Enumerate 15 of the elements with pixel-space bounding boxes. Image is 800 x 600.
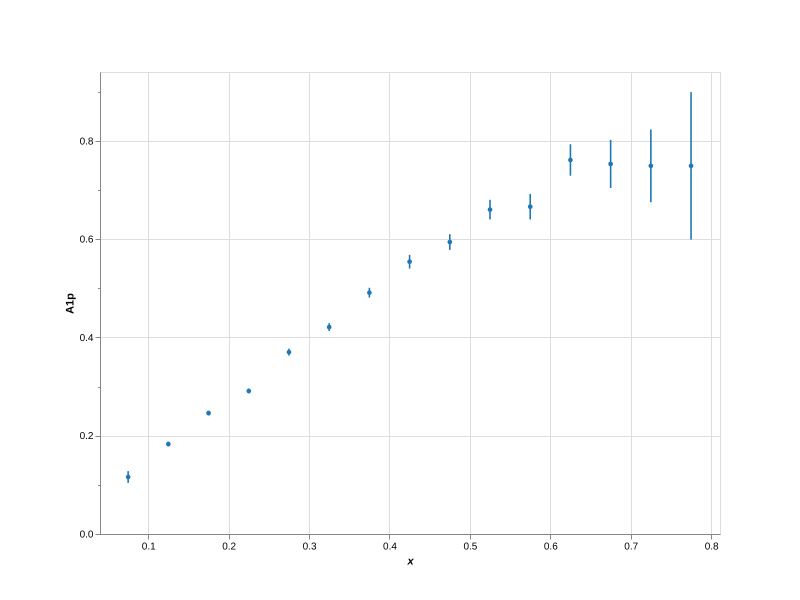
y-tick-label: 0.2 (80, 431, 94, 442)
x-tick-label: 0.2 (222, 542, 237, 552)
y-tick-label: 0.8 (80, 136, 94, 148)
y-axis-title: A1p (64, 292, 77, 314)
x-tick-label: 0.3 (302, 542, 317, 552)
x-axis-title: x (406, 556, 414, 568)
x-tick-label: 0.1 (142, 542, 156, 552)
x-tick-label: 0.7 (624, 542, 639, 552)
x-tick-label: 0.6 (544, 542, 558, 552)
y-tick-label: 0.4 (80, 332, 94, 344)
y-tick-label: 0.6 (80, 234, 94, 246)
x-tick-label: 0.8 (704, 542, 720, 552)
x-tick-label: 0.5 (463, 542, 478, 552)
x-tick-label: 0.4 (383, 542, 398, 552)
y-tick-label: 0.0 (80, 530, 94, 540)
